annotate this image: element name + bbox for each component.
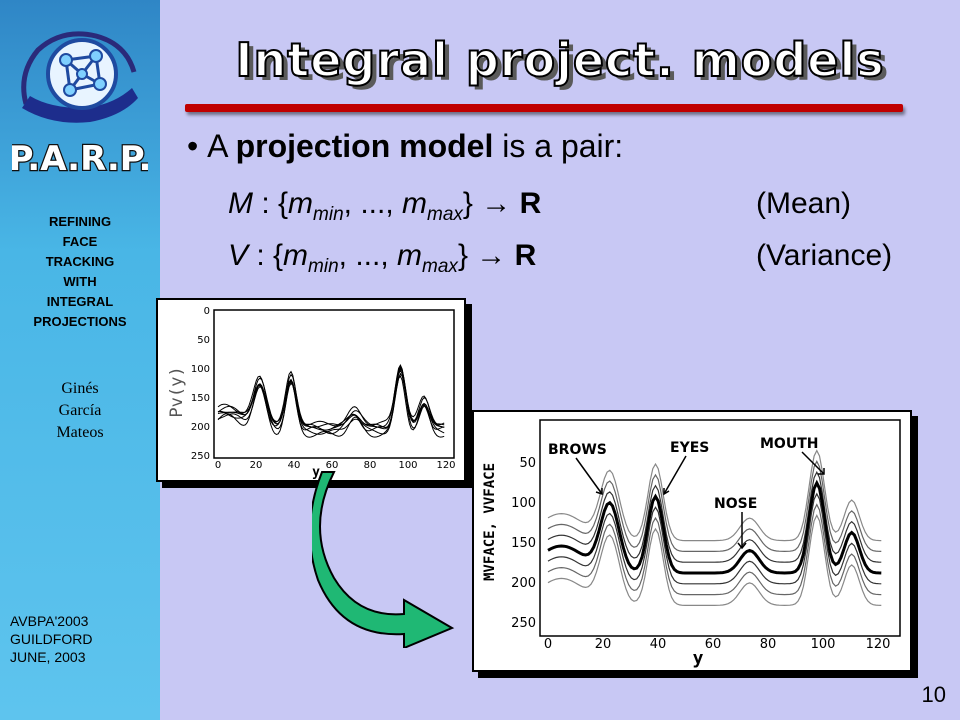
curve <box>547 514 882 607</box>
conference-line: AVBPA'2003 <box>10 613 89 629</box>
y-tick: 150 <box>191 393 210 404</box>
x-tick: 80 <box>760 637 777 652</box>
curve <box>217 374 445 438</box>
formula-letter: V <box>228 239 249 272</box>
sidebar-title-line: TRACKING <box>45 254 115 269</box>
conference-line: JUNE, 2003 <box>10 649 86 665</box>
conference-line: GUILDFORD <box>10 631 93 647</box>
logo-text: P.A.R.P. <box>12 139 148 179</box>
formula-sub-min: min <box>308 256 339 277</box>
curve <box>547 470 882 563</box>
y-axis-label: MVFACE, VVFACE <box>482 463 498 581</box>
annotation-nose: NOSE <box>714 496 757 512</box>
author-line: Mateos <box>56 424 104 441</box>
formula-arrow: → <box>467 239 515 272</box>
formula-m: m <box>283 239 309 272</box>
formula-m: m <box>402 187 428 220</box>
annotation-eyes: EYES <box>670 440 709 456</box>
parp-logo: P.A.R.P. <box>12 31 148 180</box>
x-tick: 60 <box>326 460 339 471</box>
formula-arrow: → <box>472 187 520 220</box>
page-number: 10 <box>921 682 946 707</box>
formula-sub-min: min <box>313 204 344 225</box>
sidebar-title-line: FACE <box>62 234 98 249</box>
formula-sub-max: max <box>427 204 463 225</box>
formula-m: m <box>397 239 423 272</box>
sidebar-title-line: REFINING <box>48 214 112 229</box>
sidebar-title-line: WITH <box>63 274 97 289</box>
sidebar: P.A.R.P. REFINING FACE TRACKING WITH INT… <box>0 0 160 720</box>
y-axis-label: Pv(y) <box>167 366 187 417</box>
projection-plot-small: 0 50 100 150 200 250 0 20 40 60 80 100 1… <box>156 298 466 482</box>
bullet-prefix: A <box>207 128 236 164</box>
x-axis-label: y <box>312 465 320 480</box>
projection-plot-large: 50 100 150 200 250 0 20 40 60 80 100 120… <box>472 410 912 672</box>
sidebar-title-line: PROJECTIONS <box>33 314 127 329</box>
curved-arrow-icon <box>312 471 455 648</box>
x-tick: 120 <box>866 637 891 652</box>
bullet-suffix: is a pair: <box>493 128 624 164</box>
slide-title: Integral project. models <box>234 32 885 88</box>
curve <box>218 366 445 431</box>
projection-plot-large-svg: 50 100 150 200 250 0 20 40 60 80 100 120… <box>482 419 901 669</box>
x-tick: 80 <box>364 460 377 471</box>
annotation-mouth: MOUTH <box>760 436 818 452</box>
y-tick: 200 <box>191 422 210 433</box>
formula-close: } <box>457 239 468 272</box>
title-rule <box>185 104 903 112</box>
curve <box>547 460 882 553</box>
y-tick: 50 <box>197 335 210 346</box>
y-tick: 150 <box>511 536 536 551</box>
formula-note: (Variance) <box>756 239 893 272</box>
plot-curves <box>547 449 882 607</box>
x-tick: 100 <box>811 637 836 652</box>
y-tick: 250 <box>191 451 210 462</box>
x-tick: 60 <box>705 637 722 652</box>
plot-curves <box>217 363 445 438</box>
y-tick: 50 <box>519 456 536 471</box>
curve <box>547 449 882 542</box>
formula-target: R <box>514 239 537 272</box>
author-line: García <box>58 402 102 419</box>
curve <box>547 503 882 596</box>
formula-open: : { <box>253 187 289 220</box>
x-tick: 120 <box>436 460 455 471</box>
author-name: Ginés García Mateos <box>0 378 160 444</box>
sidebar-title-line: INTEGRAL <box>46 294 114 309</box>
formula-mid: , ..., <box>338 239 398 272</box>
author-line: Ginés <box>61 380 99 397</box>
sidebar-title: REFINING FACE TRACKING WITH INTEGRAL PRO… <box>0 212 160 332</box>
formula-m: m <box>288 187 314 220</box>
y-tick: 100 <box>511 496 536 511</box>
formula-letter: M <box>228 187 253 220</box>
x-tick: 20 <box>595 637 612 652</box>
x-axis-label: y <box>693 648 704 669</box>
formula-open: : { <box>248 239 284 272</box>
curve <box>547 492 882 585</box>
formula-sub-max: max <box>422 256 458 277</box>
curve <box>547 479 882 575</box>
projection-plot-small-svg: 0 50 100 150 200 250 0 20 40 60 80 100 1… <box>167 306 456 480</box>
y-tick: 200 <box>511 576 536 591</box>
conference-info: AVBPA'2003 GUILDFORD JUNE, 2003 <box>10 612 160 666</box>
x-tick: 0 <box>544 637 552 652</box>
x-tick: 20 <box>250 460 263 471</box>
bullet-point: • A projection model is a pair: <box>187 128 624 164</box>
y-tick: 250 <box>511 616 536 631</box>
x-tick: 40 <box>650 637 667 652</box>
x-tick: 100 <box>398 460 417 471</box>
formula-target: R <box>519 187 542 220</box>
bullet-bold: projection model <box>235 128 494 164</box>
x-tick: 40 <box>288 460 301 471</box>
annotation-arrows <box>575 451 825 550</box>
annotation-brows: BROWS <box>548 442 607 458</box>
formula-close: } <box>462 187 473 220</box>
y-tick: 100 <box>191 364 210 375</box>
y-tick: 0 <box>204 306 210 317</box>
formula-variance: V : {mmin, ..., mmax} → R (Variance) <box>228 236 892 287</box>
formula-note: (Mean) <box>756 187 852 220</box>
formula-mid: , ..., <box>343 187 403 220</box>
x-tick: 0 <box>215 460 221 471</box>
formula-mean: M : {mmin, ..., mmax} → R (Mean) <box>228 184 851 235</box>
